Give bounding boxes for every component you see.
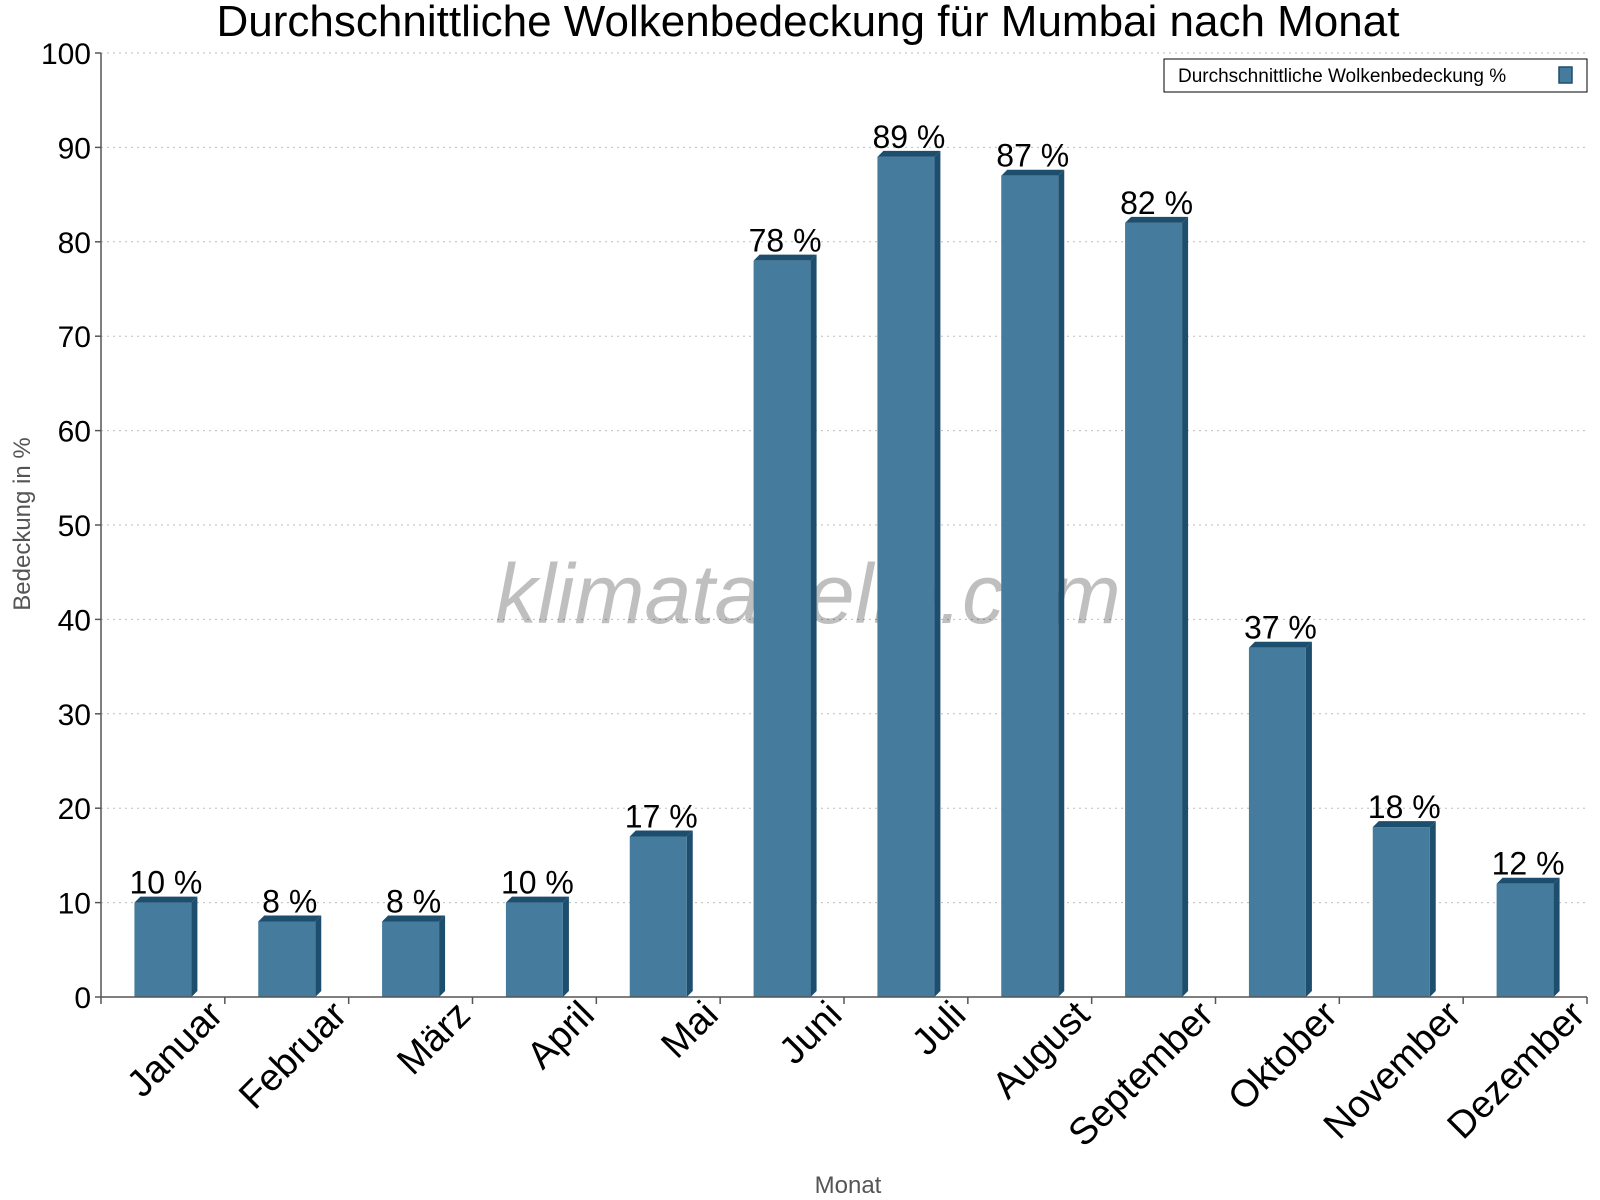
bar-top (753, 254, 817, 261)
bar-side (934, 150, 941, 998)
bar-2 (382, 915, 446, 997)
x-axis-label: Monat (815, 1172, 882, 1199)
bar-side (1429, 821, 1436, 997)
x-tick-labels: Januar Februar März April Mai Juni Juli AugustS… (119, 993, 1593, 1154)
bar-4 (629, 830, 693, 997)
bar-side (439, 915, 446, 997)
y-tick-labels: 0 10 20 30 40 50 60 70 80 90 100 (41, 38, 91, 1015)
legend-label: Durchschnittliche Wolkenbedeckung % (1178, 66, 1506, 87)
bar-side (315, 915, 322, 997)
bar-9 (1248, 641, 1312, 997)
bar-top (1372, 821, 1436, 828)
bar-front (1248, 647, 1306, 997)
bar-top (1001, 169, 1065, 176)
bar-top (1125, 216, 1189, 223)
axes (95, 52, 1588, 1004)
x-tick-label: Mai (654, 994, 727, 1067)
data-label: 89 % (872, 119, 945, 155)
legend-box (1163, 58, 1588, 93)
bar-top (1496, 877, 1560, 884)
bar-side (562, 896, 569, 997)
bar-front (629, 836, 687, 997)
x-tick-label: August (985, 993, 1099, 1107)
bar-front (505, 902, 563, 997)
bar-front (258, 921, 316, 997)
y-tick-label: 70 (58, 321, 91, 354)
data-label: 10 % (501, 865, 574, 901)
bar-top (1248, 641, 1312, 648)
bar-top (629, 830, 693, 837)
bar-front (1125, 222, 1183, 998)
x-tick-label: Dezember (1440, 993, 1594, 1147)
data-label: 78 % (749, 223, 822, 259)
x-tick-label: Februar (231, 993, 355, 1117)
y-tick-label: 50 (58, 510, 91, 543)
bar-side (1553, 877, 1560, 997)
legend: Durchschnittliche Wolkenbedeckung % (1163, 58, 1588, 93)
data-label: 37 % (1244, 610, 1317, 646)
data-label: 12 % (1492, 846, 1565, 882)
data-label: 10 % (129, 865, 202, 901)
data-labels: 10 % 8 % 8 % 10 % 17 % 78 % 89 % 87 % 82 % 37 % 18… (129, 119, 1564, 920)
bar-0 (134, 896, 198, 997)
bar-side (1182, 216, 1189, 998)
y-tick-label: 30 (58, 699, 91, 732)
bar-front (382, 921, 440, 997)
legend-swatch (1558, 66, 1573, 84)
y-tick-label: 40 (58, 604, 91, 637)
y-tick-label: 100 (41, 38, 91, 71)
x-tick-label: Januar (119, 993, 231, 1105)
x-tick-label: Juni (771, 994, 850, 1073)
bar-3 (505, 896, 569, 997)
data-label: 8 % (262, 883, 317, 919)
y-tick-label: 90 (58, 132, 91, 165)
bar-front (877, 156, 935, 998)
bar-8 (1125, 216, 1189, 998)
x-tick-label: Juli (904, 994, 974, 1064)
bar-side (1305, 641, 1312, 997)
grid-lines (101, 52, 1587, 904)
data-label: 17 % (625, 799, 698, 835)
x-tick-label: Oktober (1220, 993, 1346, 1119)
x-tick-label: April (519, 994, 602, 1077)
bar-side (191, 896, 198, 997)
bar-side (1058, 169, 1065, 998)
y-tick-label: 20 (58, 793, 91, 826)
bars (134, 150, 1560, 998)
bar-top (134, 896, 198, 903)
bar-11 (1496, 877, 1560, 997)
bar-top (258, 915, 322, 922)
y-tick-label: 10 (58, 888, 91, 921)
bar-top (877, 150, 941, 157)
bar-7 (1001, 169, 1065, 998)
bar-front (1372, 827, 1430, 997)
y-axis-label: Bedeckung in % (9, 437, 36, 610)
bar-5 (753, 254, 817, 997)
bar-top (382, 915, 446, 922)
chart-title: Durchschnittliche Wolkenbedeckung für Mu… (217, 0, 1400, 46)
data-label: 18 % (1368, 789, 1441, 825)
bar-10 (1372, 821, 1436, 997)
bar-front (753, 260, 811, 997)
y-tick-label: 80 (58, 227, 91, 260)
bar-6 (877, 150, 941, 998)
bar-1 (258, 915, 322, 997)
bar-side (686, 830, 693, 997)
data-label: 82 % (1120, 185, 1193, 221)
y-tick-label: 0 (74, 982, 91, 1015)
bar-side (810, 254, 817, 997)
bar-top (505, 896, 569, 903)
data-label: 87 % (996, 138, 1069, 174)
bar-front (1496, 883, 1554, 997)
data-label: 8 % (386, 883, 441, 919)
bar-front (1001, 175, 1059, 998)
bar-front (134, 902, 192, 997)
y-tick-label: 60 (58, 416, 91, 449)
x-tick-label: März (389, 994, 478, 1083)
